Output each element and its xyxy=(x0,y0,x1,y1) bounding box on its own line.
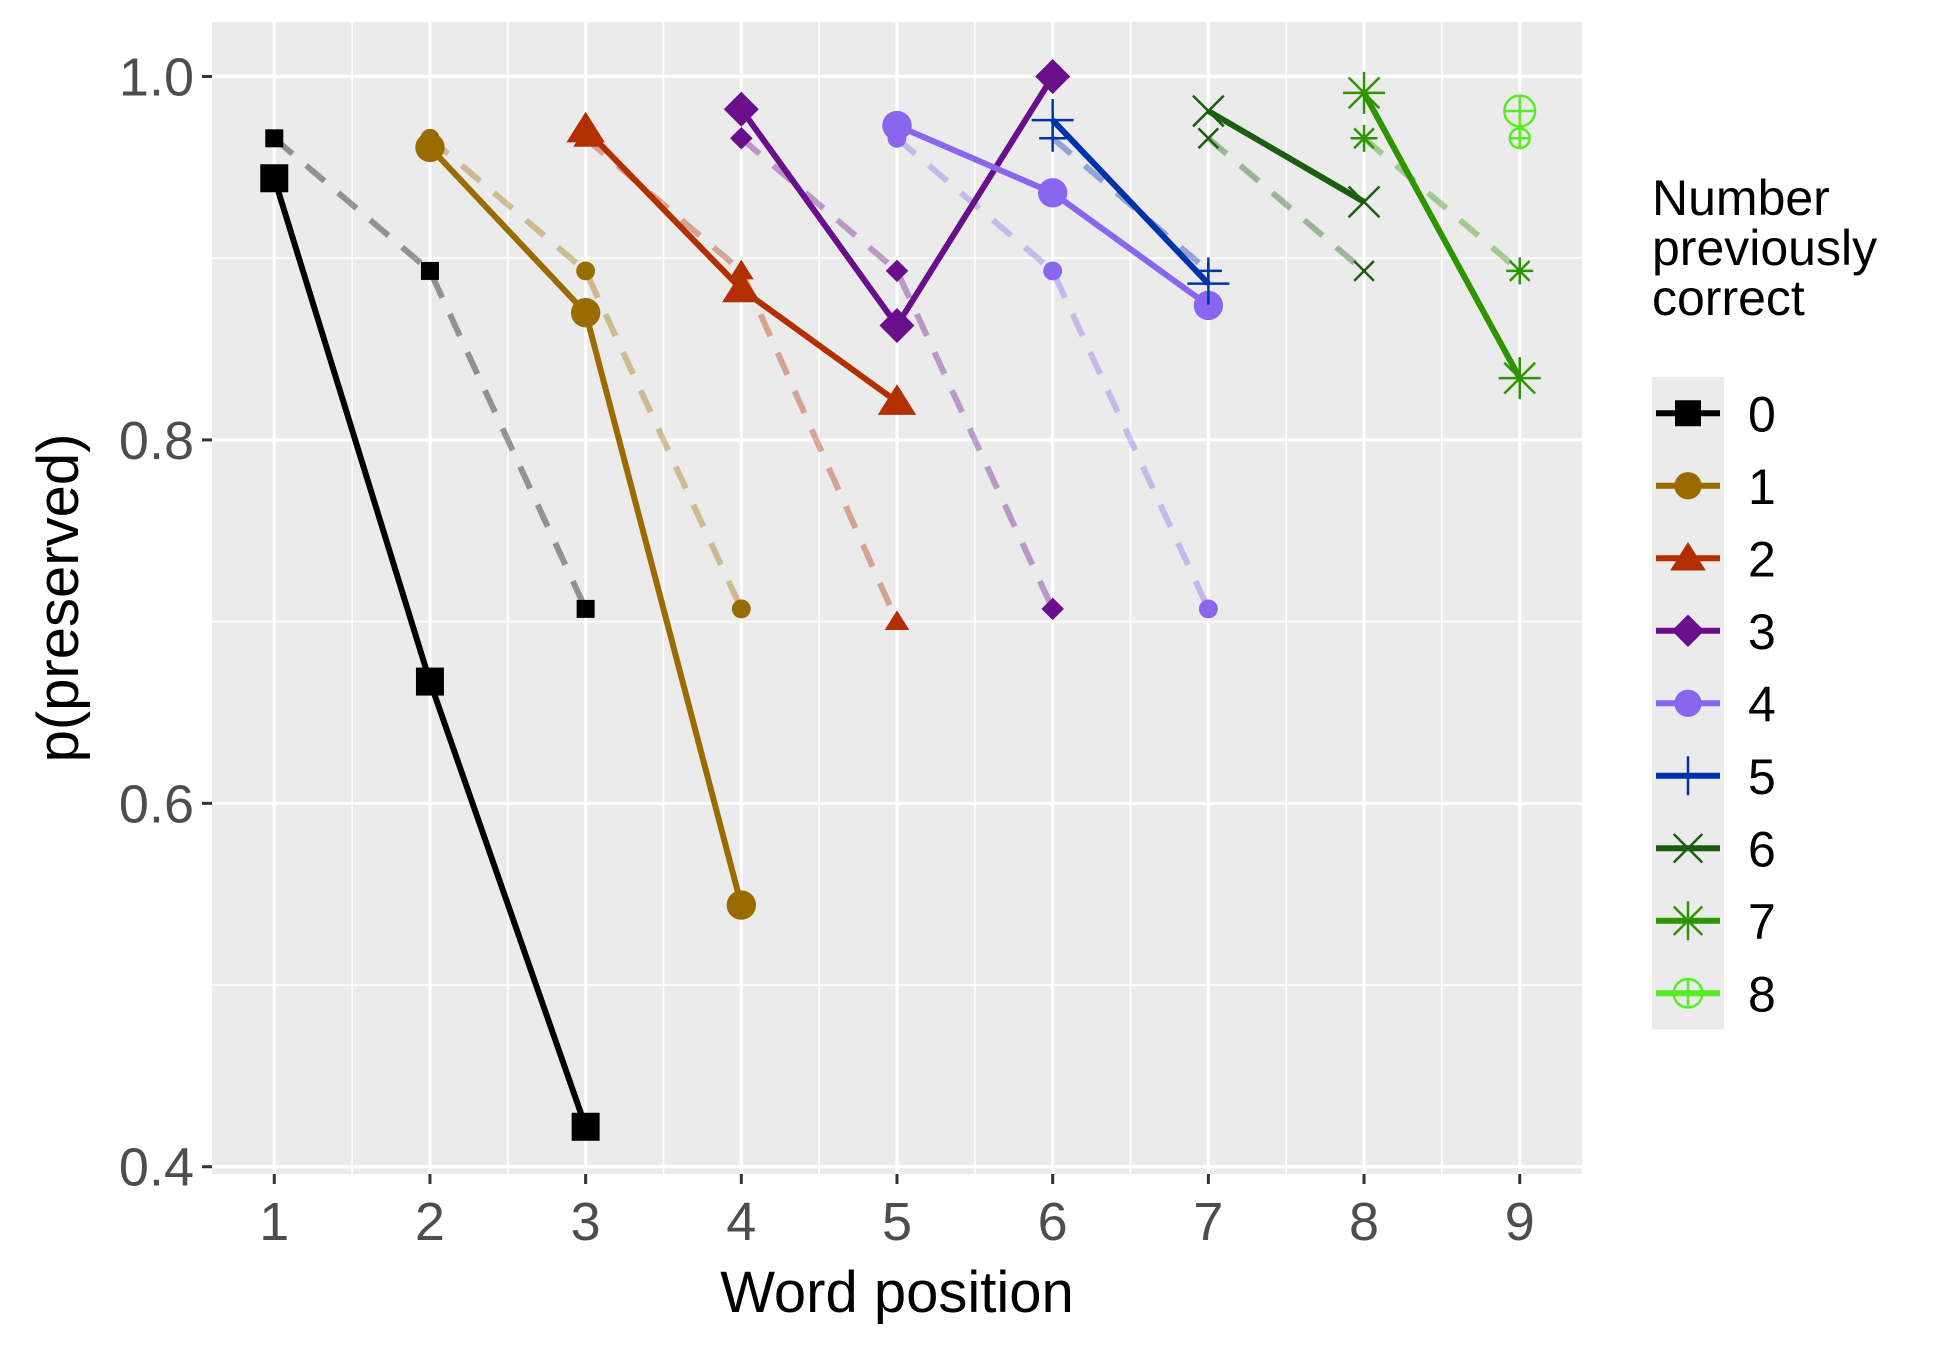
legend-key-marker xyxy=(1668,756,1708,796)
x-tick-label: 3 xyxy=(571,1192,601,1252)
x-tick-label: 2 xyxy=(415,1192,445,1252)
y-tick-label: 0.8 xyxy=(119,411,194,471)
series-6-dashed-point xyxy=(1353,260,1375,282)
legend-title-line: previously xyxy=(1652,220,1877,276)
legend-label: 6 xyxy=(1748,821,1776,877)
series-2-dashed-point xyxy=(728,259,754,280)
series-5-solid-point xyxy=(1031,99,1074,142)
series-6-solid-point xyxy=(1192,94,1225,128)
series-7-solid-point xyxy=(1343,71,1386,114)
series-5-solid-line xyxy=(1050,118,1211,286)
series-0-solid-point xyxy=(571,1112,600,1141)
series-7-dashed-point xyxy=(1506,257,1534,285)
series-6-solid-line xyxy=(1206,108,1366,205)
series-8-solid-point xyxy=(1503,94,1537,128)
series-3-solid-point xyxy=(879,307,915,343)
legend-item-1: 1 xyxy=(1656,459,1776,515)
series-0-solid-point xyxy=(260,164,289,193)
legend-key-marker xyxy=(1675,400,1701,427)
series-1-solid-point xyxy=(415,132,445,163)
legend-key-marker xyxy=(1674,689,1702,717)
legend-label: 3 xyxy=(1748,604,1776,660)
series-0-dashed-point xyxy=(420,261,439,280)
legend-label: 0 xyxy=(1748,386,1776,442)
series-3-solid-point xyxy=(723,91,759,127)
series-7-dashed-point xyxy=(1350,124,1378,152)
points xyxy=(260,59,1541,1141)
legend-label: 5 xyxy=(1748,749,1776,805)
series-2-solid-point xyxy=(877,384,917,415)
series-4-solid-point xyxy=(1037,178,1068,208)
legend-key-marker xyxy=(1670,542,1706,571)
series-1-solid-point xyxy=(726,890,757,920)
series-4-dashed-point xyxy=(1198,599,1218,619)
series-4-solid-point xyxy=(882,110,912,141)
x-tick-label: 5 xyxy=(882,1192,912,1252)
y-axis-title: p(preserved) xyxy=(26,434,91,763)
legend-item-6: 6 xyxy=(1656,821,1776,877)
series-3-dashed-point xyxy=(885,259,909,283)
series-8-dashed-point xyxy=(1508,127,1531,150)
series-3-solid-point xyxy=(1035,59,1071,95)
series-3-dashed-point xyxy=(1041,597,1064,621)
x-tick-label: 9 xyxy=(1505,1192,1535,1252)
legend-item-3: 3 xyxy=(1656,604,1776,660)
series-6-dashed-line xyxy=(1206,136,1366,274)
legend-item-2: 2 xyxy=(1656,531,1776,587)
series-0-dashed-point xyxy=(576,599,595,618)
legend-title-line: Number xyxy=(1652,170,1830,226)
legend-label: 4 xyxy=(1748,676,1776,732)
series-7-solid-point xyxy=(1498,357,1541,400)
series-4-dashed-point xyxy=(1043,261,1063,281)
x-tick-label: 8 xyxy=(1349,1192,1379,1252)
series-2-solid-point xyxy=(722,271,761,303)
series-3-dashed-point xyxy=(730,127,753,150)
legend-key-marker xyxy=(1668,901,1708,941)
legend-label: 1 xyxy=(1748,459,1776,515)
series-0-solid-point xyxy=(415,667,444,696)
legend-key-marker xyxy=(1674,472,1702,500)
legend-item-5: 5 xyxy=(1656,749,1776,805)
series-1-solid-point xyxy=(570,298,601,328)
y-tick-label: 0.4 xyxy=(119,1138,194,1198)
series-2-solid-point xyxy=(566,111,605,143)
series-6-solid-point xyxy=(1347,185,1381,219)
legend-item-4: 4 xyxy=(1656,676,1776,732)
axes: 1 2 3 4 5 6 7 8 9 0.4 0.6 0.8 1.0 xyxy=(119,48,1535,1252)
legend-item-8: 8 xyxy=(1656,966,1776,1022)
x-tick-label: 7 xyxy=(1193,1192,1223,1252)
series-7-dashed-line xyxy=(1362,136,1522,274)
y-tick-label: 0.6 xyxy=(119,774,194,834)
x-axis-title: Word position xyxy=(720,1260,1074,1325)
legend-key-marker xyxy=(1672,833,1704,864)
series-4-solid-point xyxy=(1193,290,1224,321)
series-6-dashed-point xyxy=(1197,127,1220,150)
legend-item-0: 0 xyxy=(1656,386,1776,442)
series-5-solid-point xyxy=(1187,262,1230,305)
x-tick-label: 6 xyxy=(1038,1192,1068,1252)
legend-label: 8 xyxy=(1748,966,1776,1022)
x-tick-label: 1 xyxy=(259,1192,289,1252)
series-0-dashed-point xyxy=(265,129,284,148)
series-7-solid-line xyxy=(1361,91,1523,380)
y-tick-label: 1.0 xyxy=(119,48,194,108)
legend-key-marker xyxy=(1671,614,1705,647)
legend-key-marker xyxy=(1672,977,1704,1009)
series-1-dashed-point xyxy=(731,599,751,619)
legend-label: 7 xyxy=(1748,894,1776,950)
legend-label: 2 xyxy=(1748,531,1776,587)
series-1-dashed-point xyxy=(576,261,596,281)
legend-item-7: 7 xyxy=(1656,894,1776,950)
series-2-dashed-point xyxy=(884,610,910,631)
legend-title-line: correct xyxy=(1652,270,1805,326)
x-tick-label: 4 xyxy=(726,1192,756,1252)
